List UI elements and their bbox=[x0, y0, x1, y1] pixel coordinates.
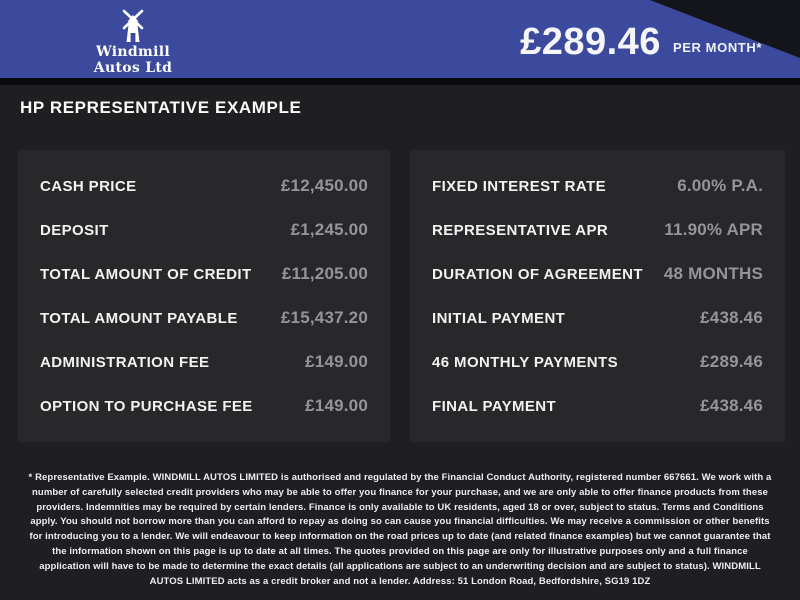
finance-row: FINAL PAYMENT £438.46 bbox=[432, 396, 763, 416]
finance-panels: CASH PRICE £12,450.00 DEPOSIT £1,245.00 … bbox=[18, 150, 785, 442]
finance-panel-amounts: CASH PRICE £12,450.00 DEPOSIT £1,245.00 … bbox=[18, 150, 390, 442]
finance-label: INITIAL PAYMENT bbox=[432, 310, 566, 327]
finance-label: FIXED INTEREST RATE bbox=[432, 178, 606, 195]
logo-name-line1: Windmill bbox=[96, 44, 170, 60]
finance-label: DEPOSIT bbox=[40, 222, 109, 239]
windmill-icon bbox=[88, 9, 178, 43]
finance-value: £12,450.00 bbox=[280, 176, 368, 195]
finance-row: TOTAL AMOUNT OF CREDIT £11,205.00 bbox=[40, 264, 368, 284]
finance-value: £438.46 bbox=[700, 308, 763, 327]
finance-value: £149.00 bbox=[305, 352, 368, 371]
finance-value: £149.00 bbox=[305, 396, 368, 415]
finance-row: FIXED INTEREST RATE 6.00% P.A. bbox=[432, 176, 763, 196]
header-banner: Windmill Autos Ltd £289.46 PER MONTH* bbox=[0, 0, 800, 85]
finance-row: INITIAL PAYMENT £438.46 bbox=[432, 308, 763, 328]
finance-row: ADMINISTRATION FEE £149.00 bbox=[40, 352, 368, 372]
finance-value: £438.46 bbox=[700, 396, 763, 415]
finance-panel-terms: FIXED INTEREST RATE 6.00% P.A. REPRESENT… bbox=[410, 150, 785, 442]
finance-row: DURATION OF AGREEMENT 48 MONTHS bbox=[432, 264, 763, 284]
finance-row: 46 MONTHLY PAYMENTS £289.46 bbox=[432, 352, 763, 372]
monthly-price: £289.46 PER MONTH* bbox=[520, 0, 762, 85]
finance-label: FINAL PAYMENT bbox=[432, 398, 557, 415]
representative-example-disclaimer: * Representative Example. WINDMILL AUTOS… bbox=[28, 472, 772, 587]
finance-value: 11.90% APR bbox=[664, 220, 763, 239]
finance-value: £11,205.00 bbox=[281, 264, 368, 283]
monthly-price-amount: £289.46 bbox=[520, 21, 661, 63]
logo-name-line2: Autos Ltd bbox=[93, 59, 173, 76]
finance-value: £289.46 bbox=[700, 352, 763, 371]
finance-label: ADMINISTRATION FEE bbox=[40, 354, 210, 371]
finance-row: REPRESENTATIVE APR 11.90% APR bbox=[432, 220, 763, 240]
finance-value: £1,245.00 bbox=[290, 220, 368, 239]
finance-row: DEPOSIT £1,245.00 bbox=[40, 220, 368, 240]
finance-value: 48 MONTHS bbox=[663, 264, 763, 283]
finance-label: CASH PRICE bbox=[40, 178, 137, 195]
finance-label: 46 MONTHLY PAYMENTS bbox=[432, 354, 618, 371]
finance-label: REPRESENTATIVE APR bbox=[432, 222, 609, 239]
finance-label: TOTAL AMOUNT PAYABLE bbox=[40, 310, 238, 327]
finance-row: CASH PRICE £12,450.00 bbox=[40, 176, 368, 196]
finance-row: TOTAL AMOUNT PAYABLE £15,437.20 bbox=[40, 308, 368, 328]
dealer-logo: Windmill Autos Ltd bbox=[88, 9, 178, 76]
finance-row: OPTION TO PURCHASE FEE £149.00 bbox=[40, 396, 368, 416]
monthly-price-suffix: PER MONTH* bbox=[672, 40, 762, 55]
finance-label: OPTION TO PURCHASE FEE bbox=[40, 398, 253, 415]
page-title: HP REPRESENTATIVE EXAMPLE bbox=[20, 98, 302, 117]
finance-label: DURATION OF AGREEMENT bbox=[432, 266, 643, 283]
finance-label: TOTAL AMOUNT OF CREDIT bbox=[40, 266, 252, 283]
finance-value: 6.00% P.A. bbox=[677, 176, 763, 195]
finance-value: £15,437.20 bbox=[280, 308, 368, 327]
